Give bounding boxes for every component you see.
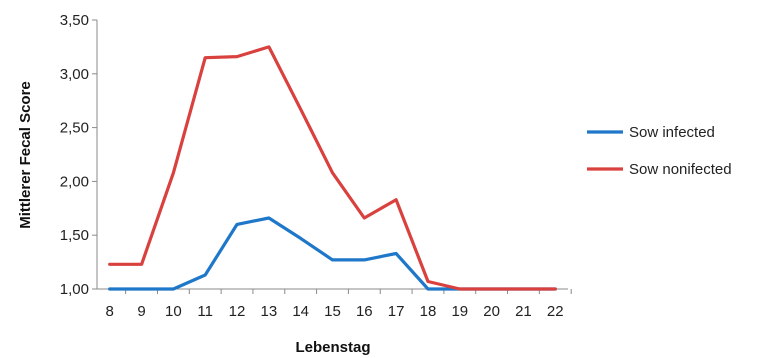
legend-label-2: Sow nonifected xyxy=(629,161,732,178)
y-axis-title: Mittlerer Fecal Score xyxy=(17,81,34,229)
x-tick-label: 15 xyxy=(324,303,341,320)
y-axis: 1,00 1,50 2,00 2,50 3,00 3,50 xyxy=(60,12,98,298)
x-tick-label: 19 xyxy=(451,303,468,320)
y-tick-label: 3,00 xyxy=(60,66,89,83)
x-tick-label: 21 xyxy=(515,303,532,320)
x-tick-label: 17 xyxy=(388,303,405,320)
y-tick-label: 1,50 xyxy=(60,227,89,244)
y-tick-label: 2,00 xyxy=(60,173,89,190)
x-tick-label: 14 xyxy=(292,303,309,320)
series-line-2 xyxy=(108,45,557,291)
y-tick-label: 2,50 xyxy=(60,120,89,137)
y-tick-label: 3,50 xyxy=(60,12,89,29)
x-axis-title: Lebenstag xyxy=(295,339,370,356)
x-tick-label: 22 xyxy=(547,303,564,320)
x-tick-label: 8 xyxy=(106,303,114,320)
x-tick-label: 16 xyxy=(356,303,373,320)
legend-label-1: Sow infected xyxy=(629,124,715,141)
x-axis: 8 9 10 11 12 13 14 15 16 17 18 19 20 21 22 xyxy=(97,288,572,320)
x-tick-label: 9 xyxy=(137,303,145,320)
series-line-1 xyxy=(108,216,557,291)
x-tick-label: 20 xyxy=(483,303,500,320)
x-tick-label: 10 xyxy=(165,303,182,320)
x-tick-label: 11 xyxy=(197,303,213,320)
x-tick-label: 12 xyxy=(229,303,246,320)
y-tick-label: 1,00 xyxy=(60,281,89,298)
x-tick-label: 13 xyxy=(261,303,278,320)
legend: Sow infected Sow nonifected xyxy=(587,124,732,178)
series-lines xyxy=(108,45,557,291)
x-tick-label: 18 xyxy=(420,303,437,320)
